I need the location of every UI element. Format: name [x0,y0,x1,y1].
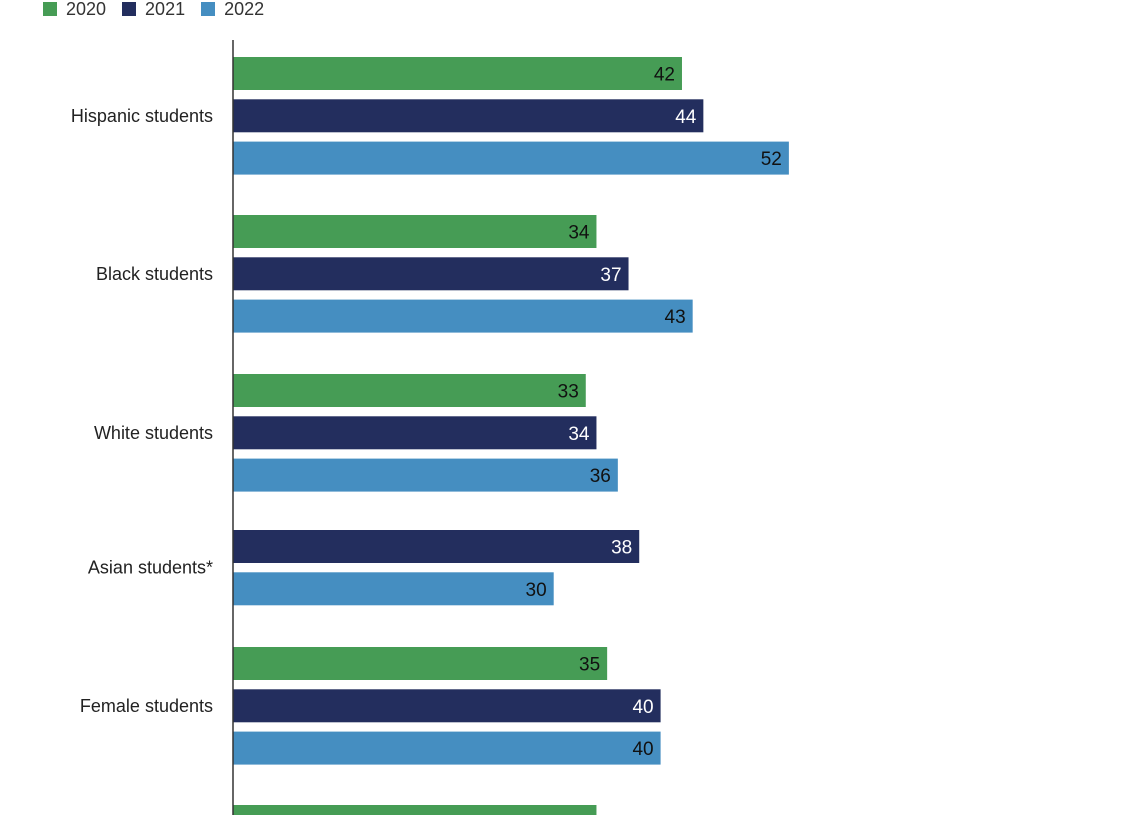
bar [233,416,597,450]
data-label: 40 [632,739,653,760]
data-label: 40 [632,697,653,718]
category-label: White students [94,423,213,443]
data-label: 44 [675,107,697,128]
data-label: 42 [654,65,675,86]
category-label: Black students [96,264,213,284]
legend: 2020 2021 2022 [43,0,280,20]
data-label: 52 [761,149,782,170]
legend-swatch [201,2,216,16]
bar [233,99,704,133]
legend-swatch [122,2,137,16]
legend-item-1: 2021 [122,0,185,20]
data-label: 43 [665,307,686,328]
bar [233,141,789,175]
bar [233,731,661,765]
bar [233,689,661,723]
category-label: Female students [80,696,213,716]
bar [233,257,629,291]
legend-label: 2020 [66,0,107,19]
bar [233,572,554,606]
bar [233,805,597,815]
data-label: 38 [611,538,632,559]
bar [233,458,618,492]
category-label: Asian students* [88,558,213,578]
legend-item-2: 2022 [201,0,264,20]
data-label: 34 [568,813,590,815]
bar [233,57,682,90]
bar [233,647,608,680]
data-label: 34 [568,424,590,445]
data-label: 33 [558,382,579,403]
legend-label: 2021 [145,0,186,19]
data-label: 34 [568,223,590,244]
data-label: 37 [600,265,621,286]
category-label: Hispanic students [71,106,213,126]
data-label: 30 [526,580,547,601]
legend-item-0: 2020 [43,0,106,20]
bar [233,215,597,248]
data-label: 35 [579,655,600,676]
legend-swatch [43,2,57,16]
data-label: 36 [590,466,611,487]
bar [233,299,693,333]
bar [233,530,640,563]
bar [233,374,586,407]
legend-label: 2022 [224,0,265,19]
